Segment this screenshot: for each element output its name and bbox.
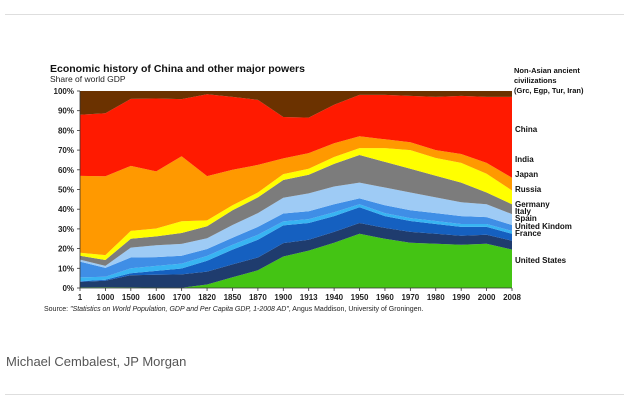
area-united-kindom <box>80 207 512 282</box>
y-tick-label: 0% <box>62 284 74 293</box>
photo-caption: Michael Cembalest, JP Morgan <box>6 354 187 369</box>
legend-label-spain: Spain <box>515 214 537 223</box>
bottom-divider <box>5 394 624 395</box>
y-tick-label: 90% <box>58 107 74 116</box>
legend-label-russia: Russia <box>515 185 542 194</box>
legend-label-non-asian-ancient-civilizations: Non-Asian ancient civilizations (Grc, Egp,… <box>514 66 584 95</box>
x-tick-label: 1940 <box>325 293 343 302</box>
area-germany <box>80 182 512 268</box>
x-tick-label: 1820 <box>198 293 216 302</box>
area-india <box>80 136 512 256</box>
area-russia <box>80 155 512 266</box>
gdp-share-chart: Economic history of China and other majo… <box>44 63 584 313</box>
x-tick-label: 1913 <box>300 293 318 302</box>
area-italy <box>80 198 512 278</box>
chart-subtitle: Share of world GDP <box>50 74 126 84</box>
legend-label-india: India <box>515 155 534 164</box>
legend-label-united-states: United States <box>515 256 567 265</box>
y-axis: 0% 10% 20% 30% 40% 50% 60% 70% 80% 90% 100% <box>54 87 81 293</box>
stacked-areas <box>80 91 512 288</box>
legend-label-france: France <box>515 229 542 238</box>
area-china <box>80 94 512 178</box>
x-tick-label: 1900 <box>274 293 292 302</box>
y-tick-label: 30% <box>58 225 74 234</box>
y-tick-label: 10% <box>58 264 74 273</box>
legend-label-united-kindom: United Kindom <box>515 222 572 231</box>
x-tick-label: 2008 <box>503 293 521 302</box>
x-tick-label: 1870 <box>249 293 267 302</box>
x-tick-label: 1990 <box>452 293 470 302</box>
area-united-states <box>80 233 512 288</box>
chart-title: Economic history of China and other majo… <box>50 63 305 75</box>
top-divider <box>5 14 624 15</box>
x-tick-label: 1700 <box>173 293 191 302</box>
source-note: Source: "Statistics on World Population,… <box>44 306 423 313</box>
area-spain <box>80 204 512 282</box>
area-france <box>80 223 512 288</box>
x-tick-label: 1980 <box>427 293 445 302</box>
x-tick-label: 1970 <box>401 293 419 302</box>
y-tick-label: 80% <box>58 126 74 135</box>
area-non-asian-ancient-civilizations <box>80 91 512 118</box>
y-tick-label: 50% <box>58 186 74 195</box>
x-tick-label: 1000 <box>97 293 115 302</box>
x-tick-label: 1850 <box>224 293 242 302</box>
source-prefix: Source: <box>44 306 70 313</box>
x-tick-label: 1600 <box>147 293 165 302</box>
x-tick-label: 1500 <box>122 293 140 302</box>
x-tick-label: 1960 <box>376 293 394 302</box>
source-title: "Statistics on World Population, GDP and… <box>70 306 289 313</box>
x-tick-label: 1950 <box>351 293 369 302</box>
legend-label-japan: Japan <box>515 170 538 179</box>
y-tick-label: 40% <box>58 205 74 214</box>
x-axis: 1 1000 1500 1600 1700 1820 1850 1870 1900 1913 194… <box>78 287 521 302</box>
y-tick-label: 100% <box>54 87 74 96</box>
y-tick-label: 20% <box>58 245 74 254</box>
x-tick-label: 1 <box>78 293 83 302</box>
legend-label-germany: Germany <box>515 200 550 209</box>
legend-label-china: China <box>515 125 538 134</box>
source-suffix: , Angus Maddison, University of Groninge… <box>289 306 424 313</box>
y-tick-label: 60% <box>58 166 74 175</box>
legend-label-italy: Italy <box>515 207 532 216</box>
y-tick-label: 70% <box>58 146 74 155</box>
x-tick-label: 2000 <box>478 293 496 302</box>
